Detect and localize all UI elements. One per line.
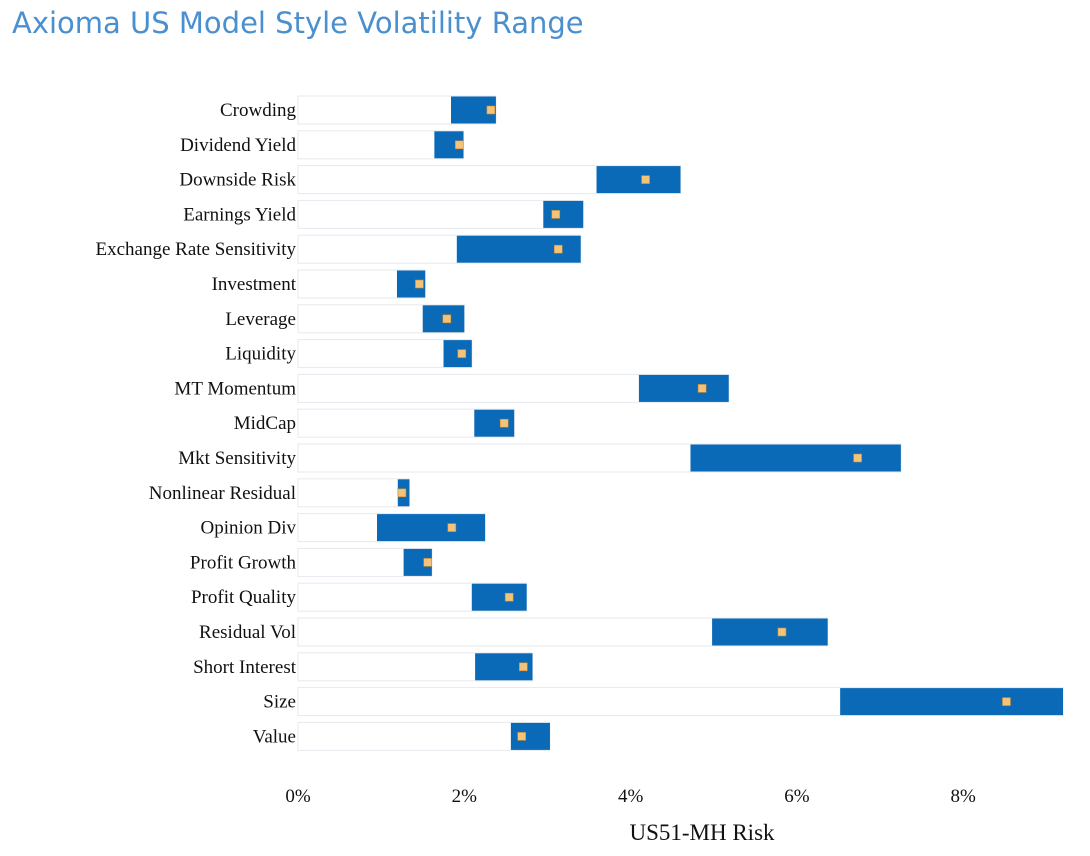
category-label: Value <box>253 726 296 747</box>
category-label: Profit Quality <box>191 587 297 608</box>
current-markers <box>397 105 1011 741</box>
current-marker[interactable] <box>519 662 528 672</box>
chart-title: Axioma US Model Style Volatility Range <box>12 6 584 40</box>
category-label: Size <box>263 692 296 713</box>
current-marker[interactable] <box>457 349 467 358</box>
category-label: Investment <box>212 274 297 295</box>
range-bar[interactable] <box>712 618 828 646</box>
x-tick-label: 8% <box>951 786 977 807</box>
range-bar[interactable] <box>840 688 1063 716</box>
current-marker[interactable] <box>499 418 509 428</box>
x-tick-labels: 0% 2% 4% 6% 8% <box>285 786 976 807</box>
x-axis-title: US51-MH Risk <box>629 820 775 845</box>
current-marker[interactable] <box>1002 697 1011 706</box>
category-labels: Crowding Dividend Yield Downside Risk Earni… <box>95 100 296 747</box>
x-tick-label: 2% <box>452 786 478 807</box>
range-bar[interactable] <box>510 722 550 750</box>
row-track <box>297 199 584 229</box>
current-marker[interactable] <box>442 314 452 324</box>
category-label: Leverage <box>225 309 296 330</box>
category-label: Mkt Sensitivity <box>178 448 296 469</box>
row-tracks <box>297 95 1064 751</box>
range-bar[interactable] <box>690 444 901 472</box>
current-marker[interactable] <box>423 558 433 567</box>
x-tick-label: 0% <box>285 786 311 807</box>
category-label: MT Momentum <box>174 378 296 399</box>
category-label: Residual Vol <box>199 622 296 643</box>
current-marker[interactable] <box>397 488 407 498</box>
category-label: Exchange Rate Sensitivity <box>95 239 296 260</box>
x-tick-label: 4% <box>618 786 644 807</box>
category-label: Crowding <box>220 100 297 121</box>
current-marker[interactable] <box>486 105 496 115</box>
range-bar[interactable] <box>471 583 527 611</box>
x-tick-label: 6% <box>784 786 810 807</box>
current-marker[interactable] <box>551 210 561 219</box>
current-marker[interactable] <box>415 279 424 289</box>
range-bars <box>376 96 1063 750</box>
current-marker[interactable] <box>504 592 514 602</box>
category-label: Dividend Yield <box>180 135 296 156</box>
current-marker[interactable] <box>455 140 464 150</box>
row-track <box>297 721 551 751</box>
range-bar[interactable] <box>376 514 486 542</box>
category-label: Liquidity <box>225 344 296 365</box>
category-label: Downside Risk <box>179 170 296 191</box>
range-bar[interactable] <box>638 374 729 402</box>
range-bar[interactable] <box>543 200 584 228</box>
current-marker[interactable] <box>853 453 862 463</box>
category-label: Opinion Div <box>200 518 296 539</box>
row-track <box>297 478 410 508</box>
current-marker[interactable] <box>517 732 526 741</box>
range-bar[interactable] <box>596 166 681 194</box>
category-label: Short Interest <box>193 657 297 678</box>
current-marker[interactable] <box>777 627 787 637</box>
category-label: Earnings Yield <box>183 204 296 225</box>
current-marker[interactable] <box>553 244 563 254</box>
category-label: Nonlinear Residual <box>149 483 296 504</box>
current-marker[interactable] <box>447 523 457 532</box>
current-marker[interactable] <box>697 384 707 393</box>
category-label: Profit Growth <box>190 552 297 573</box>
category-label: MidCap <box>234 413 296 434</box>
current-marker[interactable] <box>641 175 650 184</box>
